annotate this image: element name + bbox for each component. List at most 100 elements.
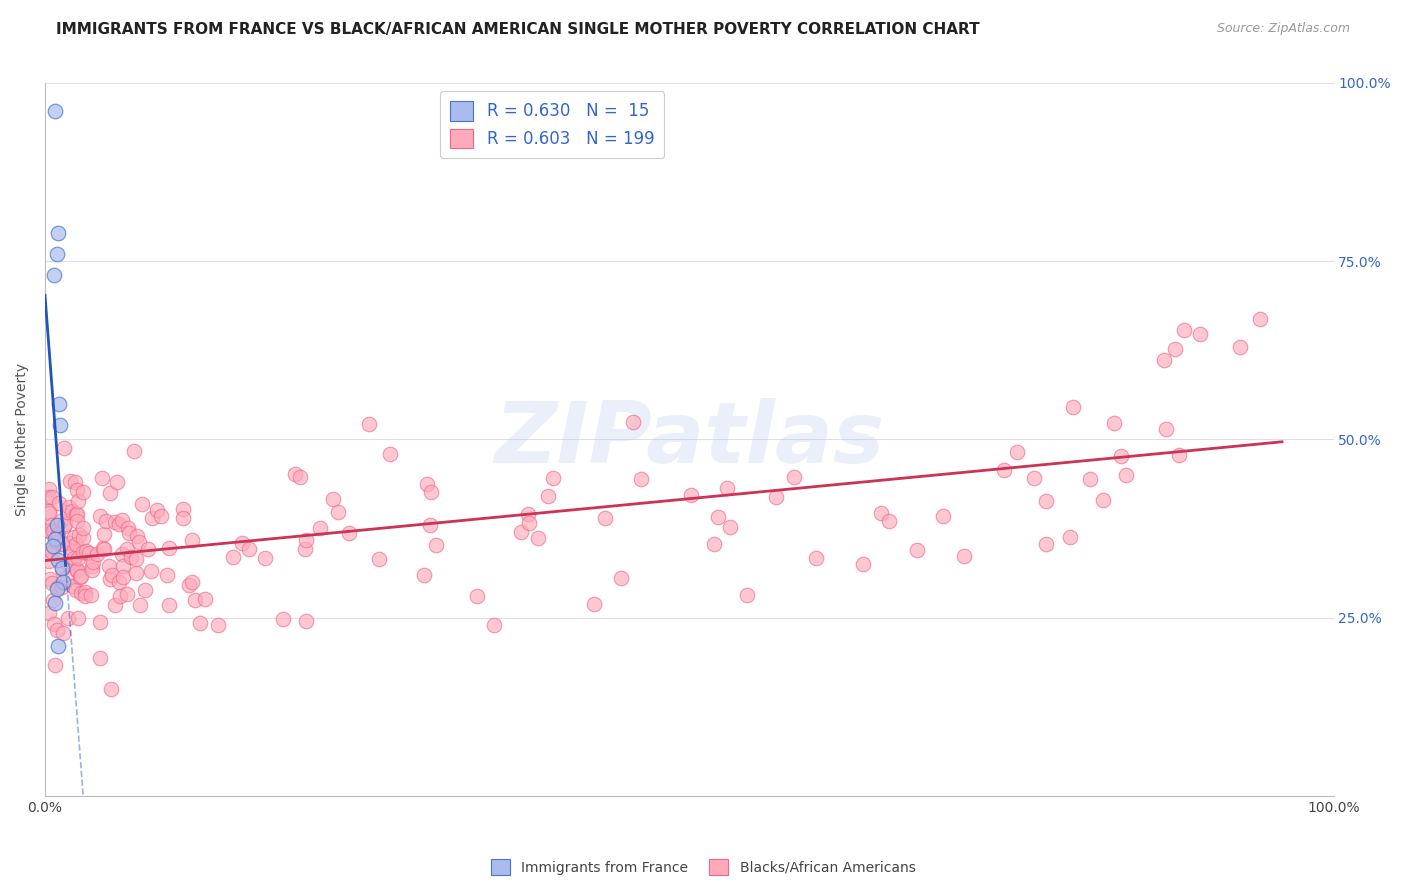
Point bbox=[718, 519, 741, 533]
Point bbox=[150, 508, 173, 523]
Point bbox=[419, 485, 441, 500]
Point bbox=[188, 616, 211, 631]
Point bbox=[69, 570, 91, 584]
Point bbox=[73, 584, 96, 599]
Point bbox=[284, 467, 307, 481]
Point bbox=[66, 483, 89, 498]
Point bbox=[482, 617, 505, 632]
Point bbox=[1229, 340, 1251, 354]
Point bbox=[67, 551, 90, 566]
Point bbox=[1111, 449, 1133, 463]
Point bbox=[905, 543, 928, 558]
Point bbox=[1189, 326, 1212, 341]
Point bbox=[180, 575, 202, 590]
Point bbox=[1022, 470, 1045, 484]
Point bbox=[75, 544, 97, 558]
Point bbox=[465, 589, 488, 603]
Point bbox=[44, 532, 66, 546]
Point bbox=[100, 681, 122, 696]
Point bbox=[53, 537, 76, 551]
Point bbox=[107, 574, 129, 589]
Point bbox=[46, 553, 69, 567]
Point bbox=[62, 544, 84, 558]
Point bbox=[630, 472, 652, 486]
Point bbox=[194, 592, 217, 607]
Point bbox=[91, 541, 114, 556]
Point bbox=[294, 614, 316, 628]
Point bbox=[131, 497, 153, 511]
Point bbox=[82, 558, 104, 573]
Point bbox=[1078, 472, 1101, 486]
Point bbox=[1092, 492, 1115, 507]
Point bbox=[707, 509, 730, 524]
Point bbox=[139, 564, 162, 578]
Point bbox=[53, 442, 76, 456]
Point bbox=[115, 542, 138, 557]
Point bbox=[86, 547, 108, 561]
Point bbox=[66, 563, 89, 577]
Point bbox=[44, 617, 66, 632]
Point bbox=[56, 557, 79, 571]
Point bbox=[869, 506, 891, 520]
Point bbox=[368, 552, 391, 566]
Point bbox=[48, 527, 70, 541]
Point bbox=[583, 597, 606, 611]
Point bbox=[181, 533, 204, 547]
Point bbox=[49, 514, 72, 528]
Point bbox=[44, 104, 66, 119]
Point bbox=[48, 397, 70, 411]
Point bbox=[72, 545, 94, 559]
Point bbox=[58, 500, 80, 514]
Point bbox=[1164, 342, 1187, 356]
Point bbox=[69, 569, 91, 583]
Point bbox=[59, 474, 82, 488]
Point bbox=[62, 552, 84, 566]
Point bbox=[1035, 493, 1057, 508]
Point bbox=[271, 612, 294, 626]
Point bbox=[254, 551, 277, 566]
Point bbox=[141, 511, 163, 525]
Point bbox=[41, 539, 63, 553]
Point bbox=[48, 496, 70, 510]
Point bbox=[67, 528, 90, 542]
Point bbox=[46, 226, 69, 240]
Text: IMMIGRANTS FROM FRANCE VS BLACK/AFRICAN AMERICAN SINGLE MOTHER POVERTY CORRELATI: IMMIGRANTS FROM FRANCE VS BLACK/AFRICAN … bbox=[56, 22, 980, 37]
Point bbox=[89, 651, 111, 665]
Point bbox=[1059, 530, 1081, 544]
Point bbox=[93, 527, 115, 541]
Point bbox=[46, 639, 69, 653]
Legend: R = 0.630   N =  15, R = 0.603   N = 199: R = 0.630 N = 15, R = 0.603 N = 199 bbox=[440, 91, 664, 158]
Point bbox=[38, 606, 60, 620]
Y-axis label: Single Mother Poverty: Single Mother Poverty bbox=[15, 363, 30, 516]
Point bbox=[118, 525, 141, 540]
Point bbox=[122, 444, 145, 458]
Point bbox=[1154, 422, 1177, 436]
Point bbox=[38, 506, 60, 520]
Point bbox=[111, 558, 134, 573]
Point bbox=[45, 624, 67, 638]
Point bbox=[359, 417, 381, 431]
Point bbox=[179, 578, 201, 592]
Point bbox=[42, 524, 65, 538]
Point bbox=[238, 542, 260, 557]
Point bbox=[45, 247, 67, 261]
Point bbox=[38, 554, 60, 568]
Point bbox=[146, 503, 169, 517]
Point bbox=[65, 507, 87, 521]
Point bbox=[172, 511, 194, 525]
Point bbox=[111, 570, 134, 584]
Point bbox=[41, 593, 63, 607]
Point bbox=[80, 588, 103, 602]
Point bbox=[53, 519, 76, 533]
Point bbox=[82, 555, 104, 569]
Point bbox=[46, 534, 69, 549]
Point bbox=[49, 418, 72, 433]
Text: ZIPatlas: ZIPatlas bbox=[494, 398, 884, 481]
Point bbox=[100, 486, 122, 500]
Point bbox=[62, 504, 84, 518]
Point bbox=[48, 580, 70, 594]
Point bbox=[41, 545, 63, 559]
Point bbox=[39, 572, 62, 586]
Point bbox=[104, 515, 127, 529]
Point bbox=[509, 524, 531, 539]
